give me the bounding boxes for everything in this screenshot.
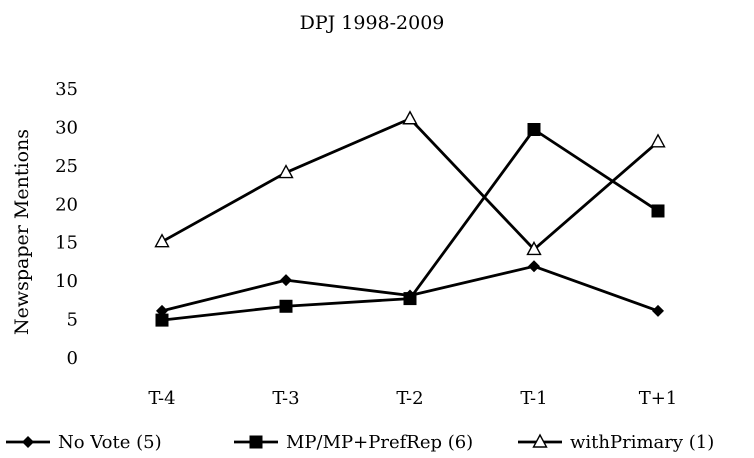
x-tick-label: T-1 [520, 388, 547, 409]
data-point [650, 133, 666, 148]
data-point [154, 233, 170, 248]
legend-swatch-marker [22, 436, 34, 448]
legend-swatch-marker [249, 435, 263, 449]
legend-label: No Vote (5) [58, 432, 162, 453]
data-point [278, 164, 294, 179]
chart-title: DPJ 1998-2009 [300, 12, 445, 34]
series-2 [155, 123, 665, 327]
data-point [279, 299, 293, 313]
data-point [155, 313, 169, 327]
x-tick-label: T-4 [148, 388, 175, 409]
legend-item: MP/MP+PrefRep (6) [234, 432, 473, 453]
x-tick-label: T+1 [639, 388, 678, 409]
series-3 [154, 110, 666, 256]
legend-item: No Vote (5) [6, 432, 162, 453]
x-tick-labels: T-4 T-3 T-2 T-1 T+1 [148, 388, 677, 409]
data-point [280, 274, 292, 287]
series-1 [156, 260, 664, 317]
data-point [526, 240, 542, 256]
data-point [528, 260, 540, 273]
y-axis-label: Newspaper Mentions [11, 129, 33, 335]
series-layer [154, 110, 666, 327]
data-point [527, 123, 541, 137]
y-tick-labels: 0 5 10 15 20 25 30 35 [55, 79, 78, 369]
data-point [403, 292, 417, 306]
y-tick-label: 10 [55, 271, 78, 292]
y-tick-label: 35 [55, 79, 78, 100]
y-tick-label: 30 [55, 117, 78, 138]
legend: No Vote (5) MP/MP+PrefRep (6) withPrimary … [6, 432, 714, 453]
x-tick-label: T-3 [272, 388, 299, 409]
legend-label: withPrimary (1) [570, 432, 714, 453]
y-tick-label: 5 [67, 310, 78, 331]
data-point [651, 204, 665, 218]
x-tick-label: T-2 [396, 388, 423, 409]
series-line [161, 117, 659, 251]
y-tick-label: 15 [55, 233, 78, 254]
legend-label: MP/MP+PrefRep (6) [286, 432, 473, 453]
y-tick-label: 0 [67, 348, 78, 369]
legend-swatch-marker [532, 433, 548, 448]
data-point [652, 304, 664, 317]
y-tick-label: 25 [55, 156, 78, 177]
legend-item: withPrimary (1) [518, 432, 714, 453]
y-tick-label: 20 [55, 194, 78, 215]
data-point [402, 110, 418, 125]
